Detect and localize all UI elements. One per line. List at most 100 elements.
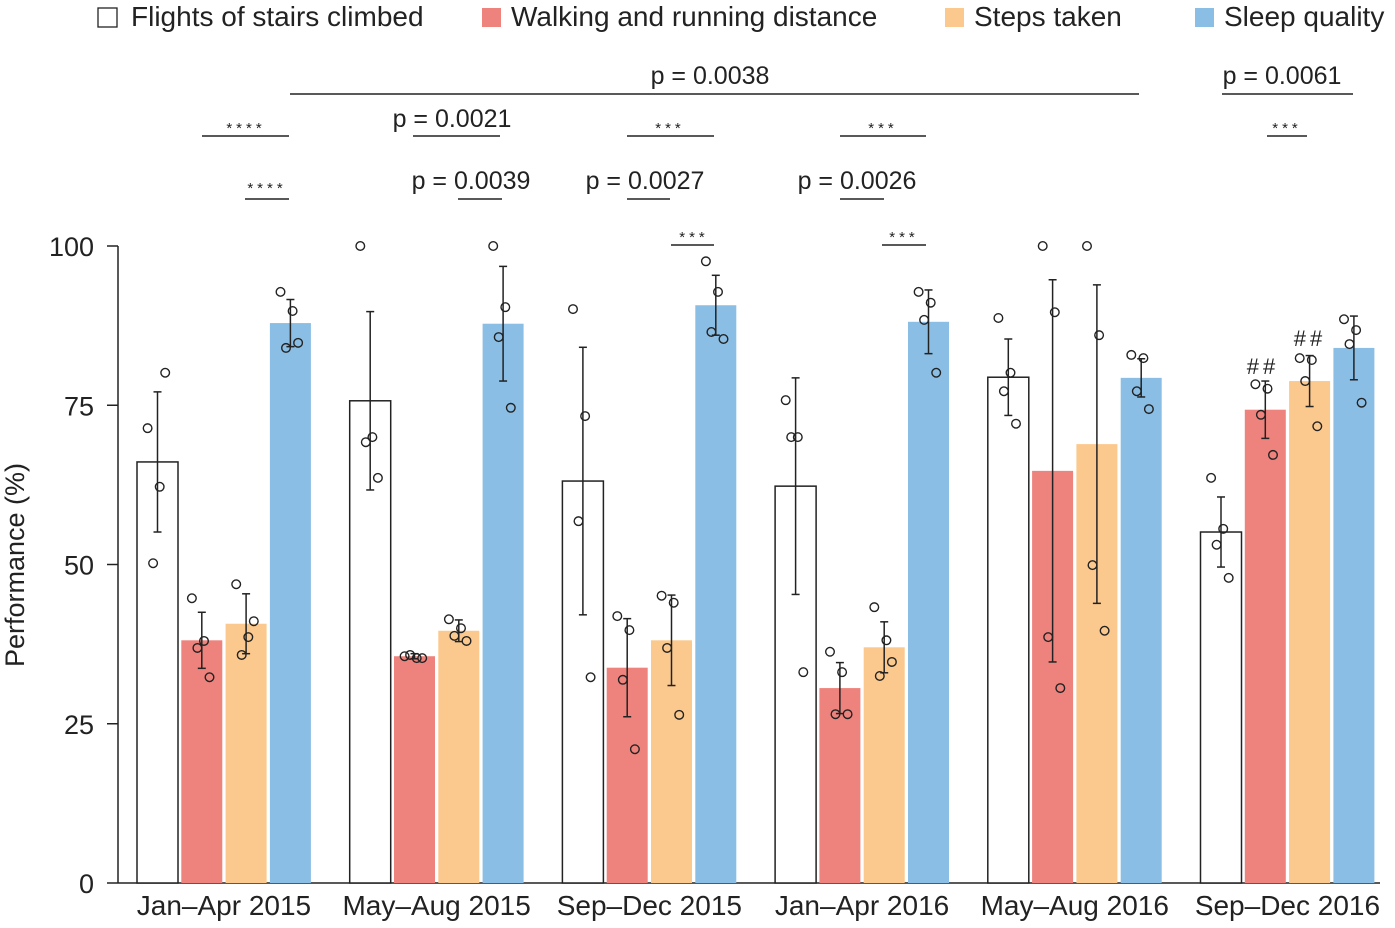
data-point [192,642,203,653]
data-point [1312,421,1323,432]
bar [863,647,905,883]
data-point [1351,325,1362,336]
data-point [367,432,378,443]
data-point [568,304,579,315]
data-point [580,411,591,422]
p-value-label: *** [1272,120,1302,137]
data-point [837,667,848,678]
data-point [1250,379,1261,390]
data-point [1338,314,1349,325]
p-value-label: *** [679,229,709,246]
data-point [405,649,416,660]
data-point [786,432,797,443]
y-tick-label: 25 [64,710,94,740]
data-point [493,332,504,343]
y-tick-label: 100 [49,232,94,262]
bar [695,305,737,884]
data-point [780,395,791,406]
x-tick-label: Sep–Dec 2015 [557,890,742,921]
data-point [1138,353,1149,364]
data-point [886,656,897,667]
p-value-label: p = 0.0026 [798,167,917,195]
data-point [617,674,628,685]
data-point [1218,523,1229,534]
data-point [842,709,853,720]
data-point [874,670,885,681]
data-point [287,305,298,316]
bar [908,321,949,884]
data-point [993,312,1004,323]
legend-label: Walking and running distance [511,1,877,32]
p-value-label: **** [226,120,265,137]
bar [438,630,480,883]
y-tick-label: 50 [64,551,94,581]
data-point [1037,240,1048,251]
legend-label: Flights of stairs climbed [131,1,424,32]
p-value-label: **** [247,180,286,197]
data-point [925,297,936,308]
data-point [399,651,410,662]
data-point [160,367,171,378]
bar [1120,377,1162,883]
data-point [1011,418,1022,429]
data-point [1206,472,1217,483]
significance-marker: ## [1247,354,1279,379]
data-point [674,709,685,720]
data-point [998,386,1009,397]
significance-annotations: p = 0.0038 p = 0.0061 **** **** p = 0.0021 p … [202,62,1353,379]
y-axis-label: Performance (%) [0,463,30,667]
data-point [713,286,724,297]
data-point [662,642,673,653]
data-point [825,646,836,657]
bar [1333,347,1375,883]
data-point [461,635,472,646]
data-point [293,337,304,348]
data-point [869,602,880,613]
p-value-label: *** [889,229,919,246]
data-point [1099,625,1110,636]
bar [181,640,223,883]
data-point [1055,683,1066,694]
data-point [1306,355,1317,366]
data-point [248,616,259,627]
data-point [1262,383,1273,394]
legend-label: Steps taken [974,1,1122,32]
data-point [275,286,286,297]
data-point [488,240,499,251]
data-point [243,632,254,643]
y-tick-label: 0 [79,869,94,899]
data-point [585,672,596,683]
p-value-label: *** [868,120,898,137]
data-point [198,635,209,646]
data-point [1043,632,1054,643]
data-point [500,302,511,313]
bar [225,623,267,883]
x-tick-label: Jan–Apr 2015 [137,890,311,921]
data-point [629,744,640,755]
data-point [1131,386,1142,397]
data-point [449,630,460,641]
p-value-label: p = 0.0021 [393,105,512,133]
data-point [1087,560,1098,571]
data-point [1255,409,1266,420]
bars [136,240,1375,884]
data-point [372,472,383,483]
data-point [913,286,924,297]
data-point [1126,349,1137,360]
bar [269,323,311,883]
legend-swatch [1195,8,1214,27]
data-point [668,597,679,608]
p-value-label: p = 0.0038 [651,62,770,90]
bar [482,323,524,883]
p-value-label: p = 0.0039 [412,167,531,195]
x-tick-label: May–Aug 2016 [981,890,1169,921]
bar [1199,531,1243,884]
data-point [360,437,371,448]
data-point [456,623,467,634]
data-point [1211,539,1222,550]
data-point [1094,330,1105,341]
data-point [505,402,516,413]
data-point [1005,367,1016,378]
p-value-label: p = 0.0027 [586,167,705,195]
